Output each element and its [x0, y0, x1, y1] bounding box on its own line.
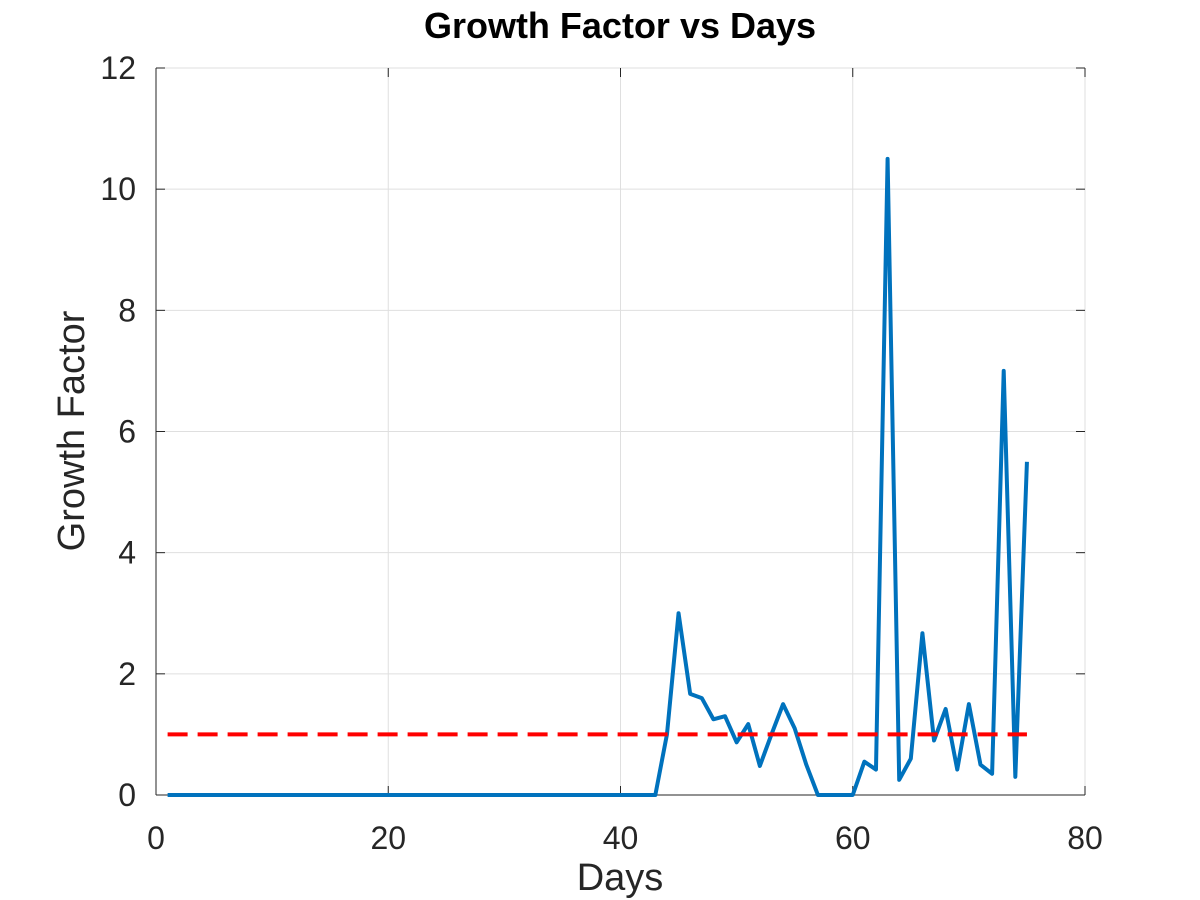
- y-tick-label: 10: [100, 171, 136, 207]
- x-tick-label: 80: [1067, 820, 1103, 856]
- x-tick-label: 60: [835, 820, 871, 856]
- data-series: [167, 156, 1029, 797]
- y-tick-label: 0: [118, 777, 136, 813]
- x-tick-label: 40: [603, 820, 639, 856]
- grid-lines: [155, 67, 1086, 796]
- y-tick-label: 2: [118, 656, 136, 692]
- x-tick-label: 20: [370, 820, 406, 856]
- y-tick-label: 4: [118, 535, 136, 571]
- x-tick-label: 0: [147, 820, 165, 856]
- y-axis-label: Growth Factor: [51, 310, 93, 551]
- tick-labels: 0 20 40 60 80 0 2 4 6 8 10 12: [100, 50, 1102, 856]
- chart-title: Growth Factor vs Days: [424, 5, 816, 46]
- y-tick-label: 8: [118, 292, 136, 328]
- growth-factor-line: [167, 156, 1029, 797]
- y-tick-label: 6: [118, 414, 136, 450]
- y-tick-label: 12: [100, 50, 136, 86]
- x-axis-label: Days: [577, 857, 664, 899]
